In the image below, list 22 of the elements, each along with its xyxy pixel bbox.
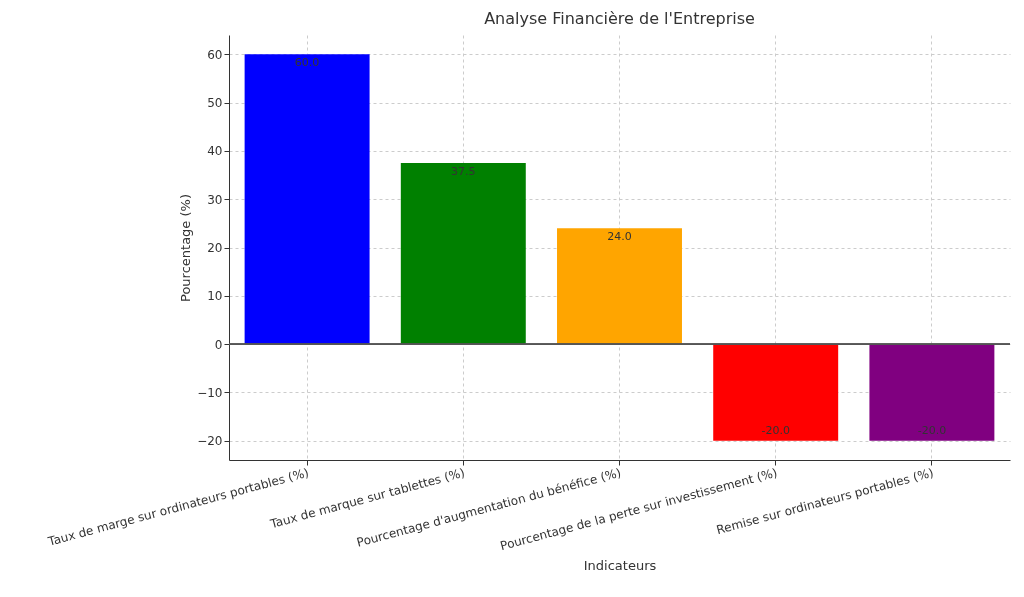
y-tick-label: 60 bbox=[207, 47, 223, 62]
y-tick-label: 0 bbox=[214, 337, 223, 352]
bar bbox=[557, 228, 682, 345]
y-tick-label: 30 bbox=[207, 192, 223, 207]
chart-title: Analyse Financière de l'Entreprise bbox=[484, 9, 755, 28]
data-label: 24.0 bbox=[607, 230, 632, 244]
y-tick-label: 50 bbox=[207, 96, 223, 111]
x-axis-title: Indicateurs bbox=[583, 558, 657, 574]
y-tick-label: 20 bbox=[207, 241, 223, 255]
bar bbox=[244, 54, 370, 345]
bar bbox=[869, 344, 995, 441]
data-label: -20.0 bbox=[917, 423, 947, 437]
data-label: 37.5 bbox=[451, 164, 476, 178]
y-tick-label: 40 bbox=[207, 144, 223, 159]
y-tick-label: 10 bbox=[207, 289, 223, 304]
y-axis-title: Pourcentage (%) bbox=[178, 194, 194, 302]
y-tick-label: −10 bbox=[197, 385, 223, 400]
bar bbox=[713, 344, 839, 441]
data-label: -20.0 bbox=[761, 423, 790, 437]
y-tick-label: −20 bbox=[197, 434, 223, 449]
bar bbox=[400, 162, 526, 345]
data-label: 60.0 bbox=[294, 56, 320, 70]
